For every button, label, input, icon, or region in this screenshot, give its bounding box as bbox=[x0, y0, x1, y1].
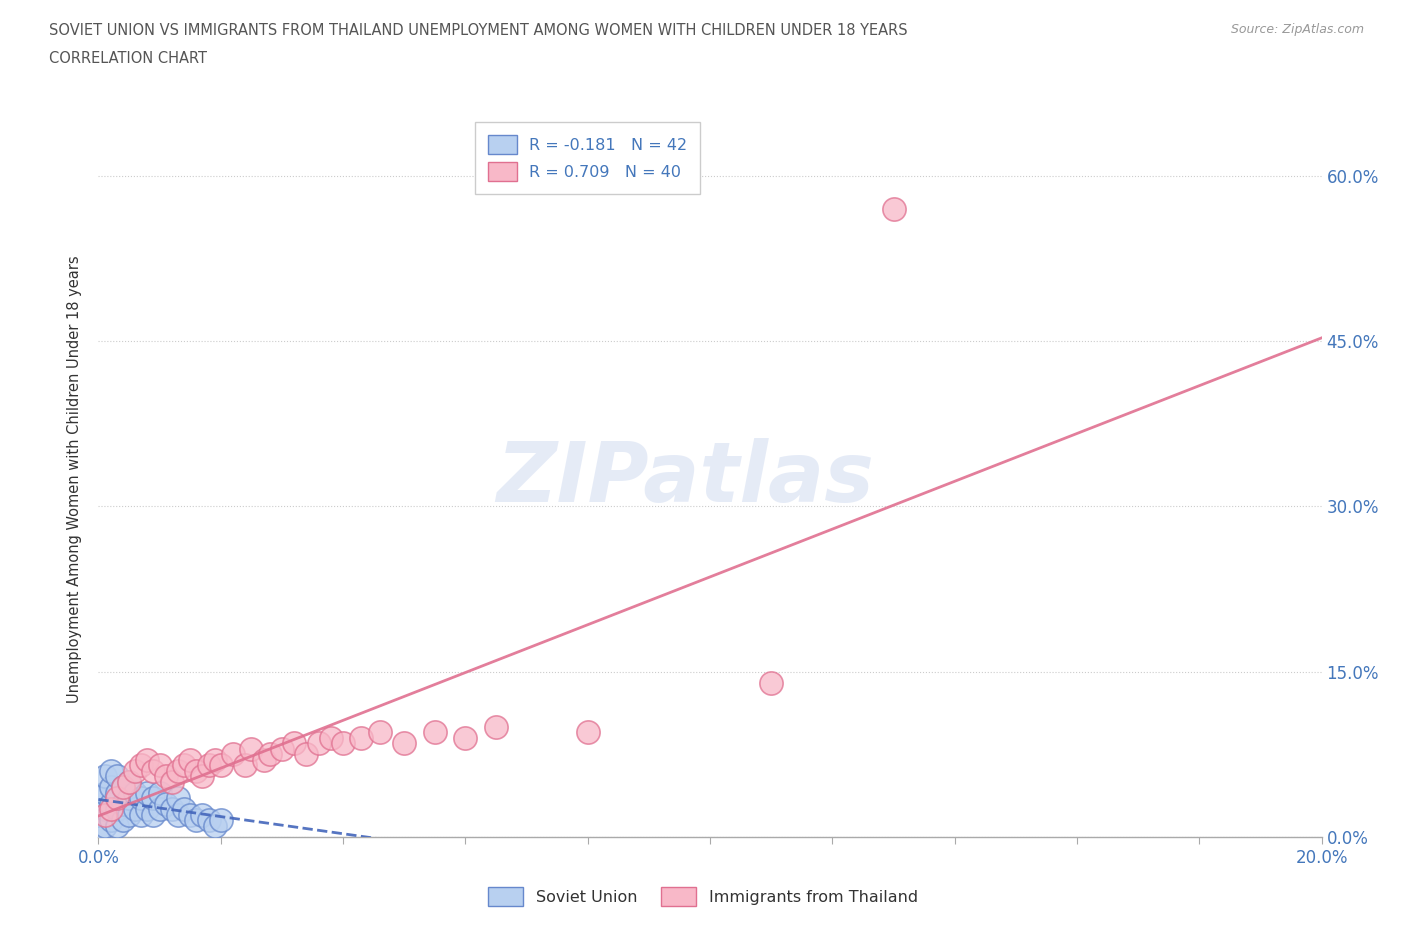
Point bbox=[136, 752, 159, 767]
Point bbox=[259, 747, 281, 762]
Point bbox=[160, 775, 183, 790]
Point bbox=[124, 764, 146, 778]
Y-axis label: Unemployment Among Women with Children Under 18 years: Unemployment Among Women with Children U… bbox=[67, 255, 83, 703]
Point bbox=[105, 786, 128, 801]
Point bbox=[87, 791, 110, 806]
Legend: Soviet Union, Immigrants from Thailand: Soviet Union, Immigrants from Thailand bbox=[481, 881, 925, 912]
Point bbox=[100, 813, 122, 828]
Point bbox=[105, 802, 128, 817]
Point bbox=[173, 802, 195, 817]
Point bbox=[93, 818, 115, 833]
Point bbox=[209, 758, 232, 773]
Point bbox=[93, 769, 115, 784]
Point bbox=[124, 802, 146, 817]
Point bbox=[576, 724, 599, 739]
Point bbox=[252, 752, 274, 767]
Point bbox=[270, 741, 292, 756]
Point bbox=[350, 730, 373, 745]
Point bbox=[160, 802, 183, 817]
Point bbox=[883, 202, 905, 217]
Point bbox=[118, 775, 141, 790]
Point bbox=[155, 796, 177, 811]
Point bbox=[100, 802, 122, 817]
Point bbox=[423, 724, 446, 739]
Point bbox=[142, 764, 165, 778]
Point bbox=[149, 802, 172, 817]
Point bbox=[179, 807, 201, 822]
Point bbox=[142, 791, 165, 806]
Point bbox=[167, 807, 190, 822]
Point bbox=[111, 780, 134, 795]
Point bbox=[204, 818, 226, 833]
Point bbox=[100, 780, 122, 795]
Point bbox=[209, 813, 232, 828]
Point bbox=[100, 796, 122, 811]
Text: Source: ZipAtlas.com: Source: ZipAtlas.com bbox=[1230, 23, 1364, 36]
Point bbox=[155, 769, 177, 784]
Point bbox=[93, 802, 115, 817]
Point bbox=[118, 775, 141, 790]
Point bbox=[308, 736, 330, 751]
Point bbox=[454, 730, 477, 745]
Point bbox=[173, 758, 195, 773]
Point bbox=[87, 824, 110, 839]
Point bbox=[129, 758, 152, 773]
Point bbox=[142, 807, 165, 822]
Point bbox=[118, 791, 141, 806]
Point bbox=[93, 807, 115, 822]
Legend: R = -0.181   N = 42, R = 0.709   N = 40: R = -0.181 N = 42, R = 0.709 N = 40 bbox=[475, 122, 700, 194]
Point bbox=[197, 813, 219, 828]
Point bbox=[179, 752, 201, 767]
Point bbox=[149, 786, 172, 801]
Point bbox=[105, 818, 128, 833]
Point bbox=[136, 786, 159, 801]
Text: CORRELATION CHART: CORRELATION CHART bbox=[49, 51, 207, 66]
Point bbox=[111, 780, 134, 795]
Point bbox=[759, 675, 782, 690]
Point bbox=[186, 813, 208, 828]
Point bbox=[105, 769, 128, 784]
Point bbox=[124, 786, 146, 801]
Point bbox=[136, 802, 159, 817]
Point bbox=[295, 747, 318, 762]
Point bbox=[167, 791, 190, 806]
Point bbox=[332, 736, 354, 751]
Point bbox=[149, 758, 172, 773]
Point bbox=[222, 747, 245, 762]
Point bbox=[283, 736, 305, 751]
Point bbox=[392, 736, 416, 751]
Point bbox=[100, 764, 122, 778]
Point bbox=[111, 813, 134, 828]
Text: ZIPatlas: ZIPatlas bbox=[496, 438, 875, 520]
Point bbox=[240, 741, 263, 756]
Point bbox=[485, 720, 508, 735]
Point bbox=[233, 758, 256, 773]
Point bbox=[368, 724, 391, 739]
Point bbox=[191, 769, 214, 784]
Point bbox=[129, 807, 152, 822]
Point bbox=[197, 758, 219, 773]
Point bbox=[191, 807, 214, 822]
Point bbox=[93, 786, 115, 801]
Text: SOVIET UNION VS IMMIGRANTS FROM THAILAND UNEMPLOYMENT AMONG WOMEN WITH CHILDREN : SOVIET UNION VS IMMIGRANTS FROM THAILAND… bbox=[49, 23, 908, 38]
Point bbox=[167, 764, 190, 778]
Point bbox=[111, 796, 134, 811]
Point bbox=[87, 807, 110, 822]
Point bbox=[118, 807, 141, 822]
Point bbox=[204, 752, 226, 767]
Point bbox=[129, 791, 152, 806]
Point bbox=[186, 764, 208, 778]
Point bbox=[319, 730, 342, 745]
Point bbox=[105, 791, 128, 806]
